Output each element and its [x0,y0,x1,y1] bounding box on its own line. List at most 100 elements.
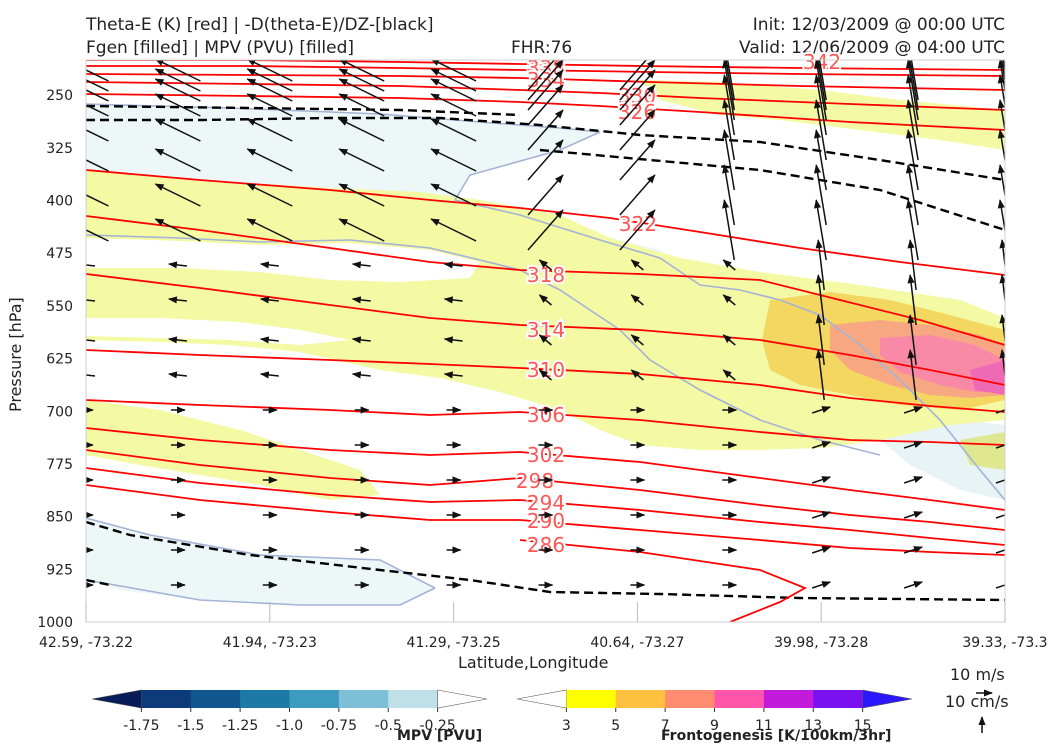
title-line-2: Fgen [filled] | MPV (PVU) [filled] [86,38,355,58]
wind-vector [619,69,656,111]
colorbar-swatch [714,690,765,708]
wind-vector [995,409,1005,414]
wind-vector [246,183,293,207]
wind-vector [619,174,656,216]
wind-vector [817,60,827,111]
wind-vector [246,118,293,142]
wind-vector [430,68,477,92]
wind-vector [999,274,1005,307]
wind-vector [259,296,279,304]
wind-vector [86,104,109,117]
colorbar-swatch [240,690,290,708]
wind-vector [811,546,832,554]
wind-vector [725,60,736,111]
wind-vector [813,129,827,191]
colorbar-swatch [141,690,192,708]
wind-vector [811,581,832,589]
wind-vector [997,60,1005,95]
wind-vector [338,183,385,207]
wind-vector [430,60,477,82]
wind-vector [722,259,736,271]
wind-vector [86,69,109,82]
y-tick-label: 475 [46,246,73,262]
theta-e-label: 322 [619,212,657,236]
wind-vector [86,89,109,102]
title-line-1: Theta-E (K) [red] | -D(theta-E)/DZ-[blac… [86,15,434,35]
theta-e-label: 298 [516,469,554,493]
wind-vector [813,99,827,161]
dthetae-dz-line-2 [86,104,521,117]
wind-vector [909,60,919,111]
y-tick-label: 1000 [37,615,73,631]
wind-vector [154,93,201,117]
wind-vector [246,148,293,172]
wind-vector [259,261,279,269]
wind-vector [995,549,1005,554]
colorbar-tick-label: 9 [710,718,719,734]
wind-vector [999,239,1005,272]
wind-vector [430,218,477,242]
wind-vector [905,129,919,191]
y-tick-label: 550 [46,299,73,315]
wind-vector [527,109,564,151]
colorbar-swatch [763,690,814,708]
wind-vector [154,218,201,242]
wind-vector [527,174,564,216]
wind-vector [815,274,825,326]
wind-vector [338,68,385,92]
wind-vector [619,109,656,151]
wind-vector [818,60,827,101]
wind-vectors [86,60,1005,589]
colorbar-swatch [665,690,715,708]
mpv-colorbar: -1.75 -1.5 -1.25 -1.0 -0.75 -0.5 -0.25 [91,689,488,734]
wind-vector [351,261,371,269]
wind-vector [630,369,644,381]
y-tick-label: 775 [46,457,73,473]
wind-vector [527,69,564,111]
wind-vector [811,441,832,449]
fgen-region-11 [970,360,1005,395]
wind-vector [86,159,109,172]
mpv-colorbar-title: MPV [PVU] [397,728,483,744]
colorbar-tick-label: -1.0 [276,718,303,734]
ref-horizontal-label: 10 m/s [950,665,1005,684]
colorbar-tick-label: 13 [804,718,822,734]
colorbar-tick-label: -1.25 [222,718,258,734]
wind-vector [903,441,923,449]
wind-vector [997,199,1005,235]
wind-vector [813,164,827,226]
wind-vector [995,479,1005,484]
wind-vector [338,218,385,242]
x-tick-label: 39.98, -73.28 [774,635,868,651]
wind-vector [443,296,463,304]
colorbar-tick-label: -1.75 [123,718,159,734]
colorbar-tick-label: 11 [755,718,773,734]
colorbar-swatch [190,690,241,708]
wind-vector [538,294,552,306]
wind-vector [811,476,832,484]
y-axis: 250 325 400 475 550 625 700 775 850 925 1000 [37,88,73,631]
wind-vector [905,164,919,226]
wind-vector [619,84,656,126]
wind-vector [997,129,1005,165]
plot-frame [85,59,1006,623]
colorbar-swatch [338,690,389,708]
ref-vertical-label: 10 cm/s [945,692,1009,711]
wind-vector [246,218,293,242]
theta-e-contours [86,60,1005,622]
wind-vector [905,99,919,161]
wind-vector [430,183,477,207]
wind-vector [259,371,279,379]
forecast-hour: FHR:76 [511,38,573,58]
wind-vector [907,314,917,366]
wind-vector [527,60,556,91]
wind-vector [999,314,1005,347]
wind-vector [997,99,1005,135]
x-tick-label: 40.64, -73.27 [590,635,684,651]
colorbar-swatch [91,689,142,709]
wind-vector [246,60,293,82]
wind-vector [430,148,477,172]
colorbar-swatch [615,690,666,708]
wind-vector [726,60,736,101]
wind-vector [722,129,736,191]
